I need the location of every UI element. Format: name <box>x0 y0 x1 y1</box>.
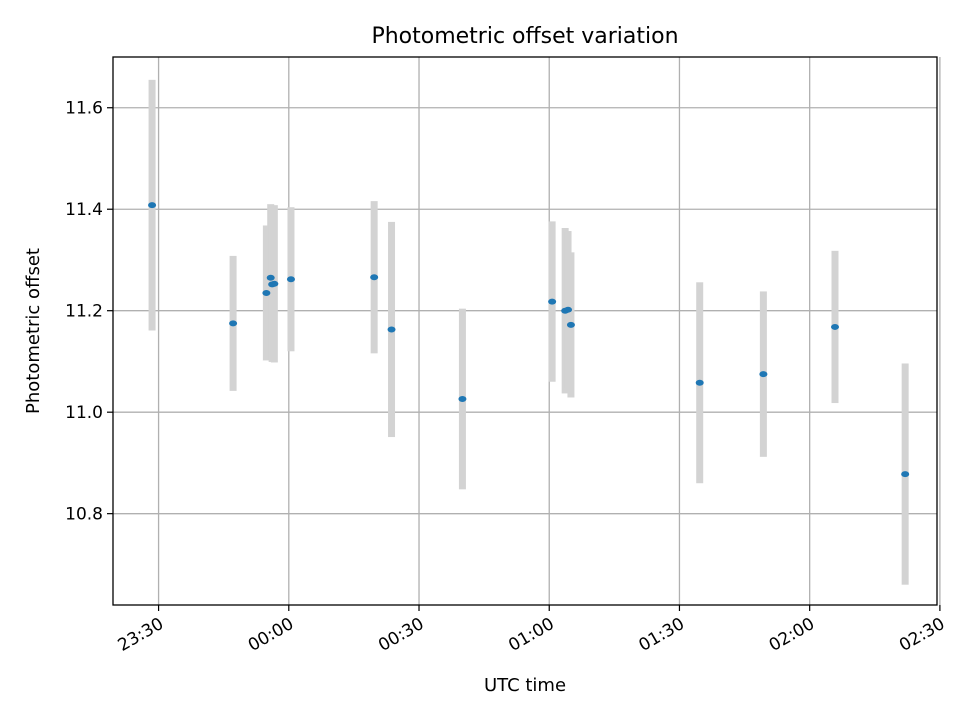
y-tick-label: 11.2 <box>65 302 103 322</box>
chart-title: Photometric offset variation <box>371 24 678 49</box>
y-axis-title: Photometric offset <box>23 248 44 414</box>
data-point <box>458 395 467 402</box>
data-point <box>262 289 271 296</box>
data-point <box>270 280 279 287</box>
data-point <box>148 202 157 209</box>
data-point <box>370 274 379 281</box>
data-point <box>695 379 704 386</box>
x-axis-title: UTC time <box>484 675 566 696</box>
plot-frame <box>112 56 938 606</box>
data-point <box>387 326 396 333</box>
data-point <box>229 320 238 327</box>
data-points <box>148 202 910 478</box>
y-tick-label: 11.6 <box>65 99 103 119</box>
data-point <box>548 298 557 305</box>
data-point <box>901 471 910 478</box>
data-point <box>266 274 275 281</box>
y-tick-label: 11.4 <box>65 200 103 220</box>
data-point <box>286 276 295 283</box>
y-tick-label: 10.8 <box>65 505 103 525</box>
data-point <box>566 321 575 328</box>
data-point <box>564 306 573 313</box>
y-tick-label: 11.0 <box>65 403 103 423</box>
data-point <box>759 371 768 378</box>
data-point <box>830 323 839 330</box>
y-axis: 10.8 11.0 11.2 11.4 11.6 <box>65 99 113 525</box>
